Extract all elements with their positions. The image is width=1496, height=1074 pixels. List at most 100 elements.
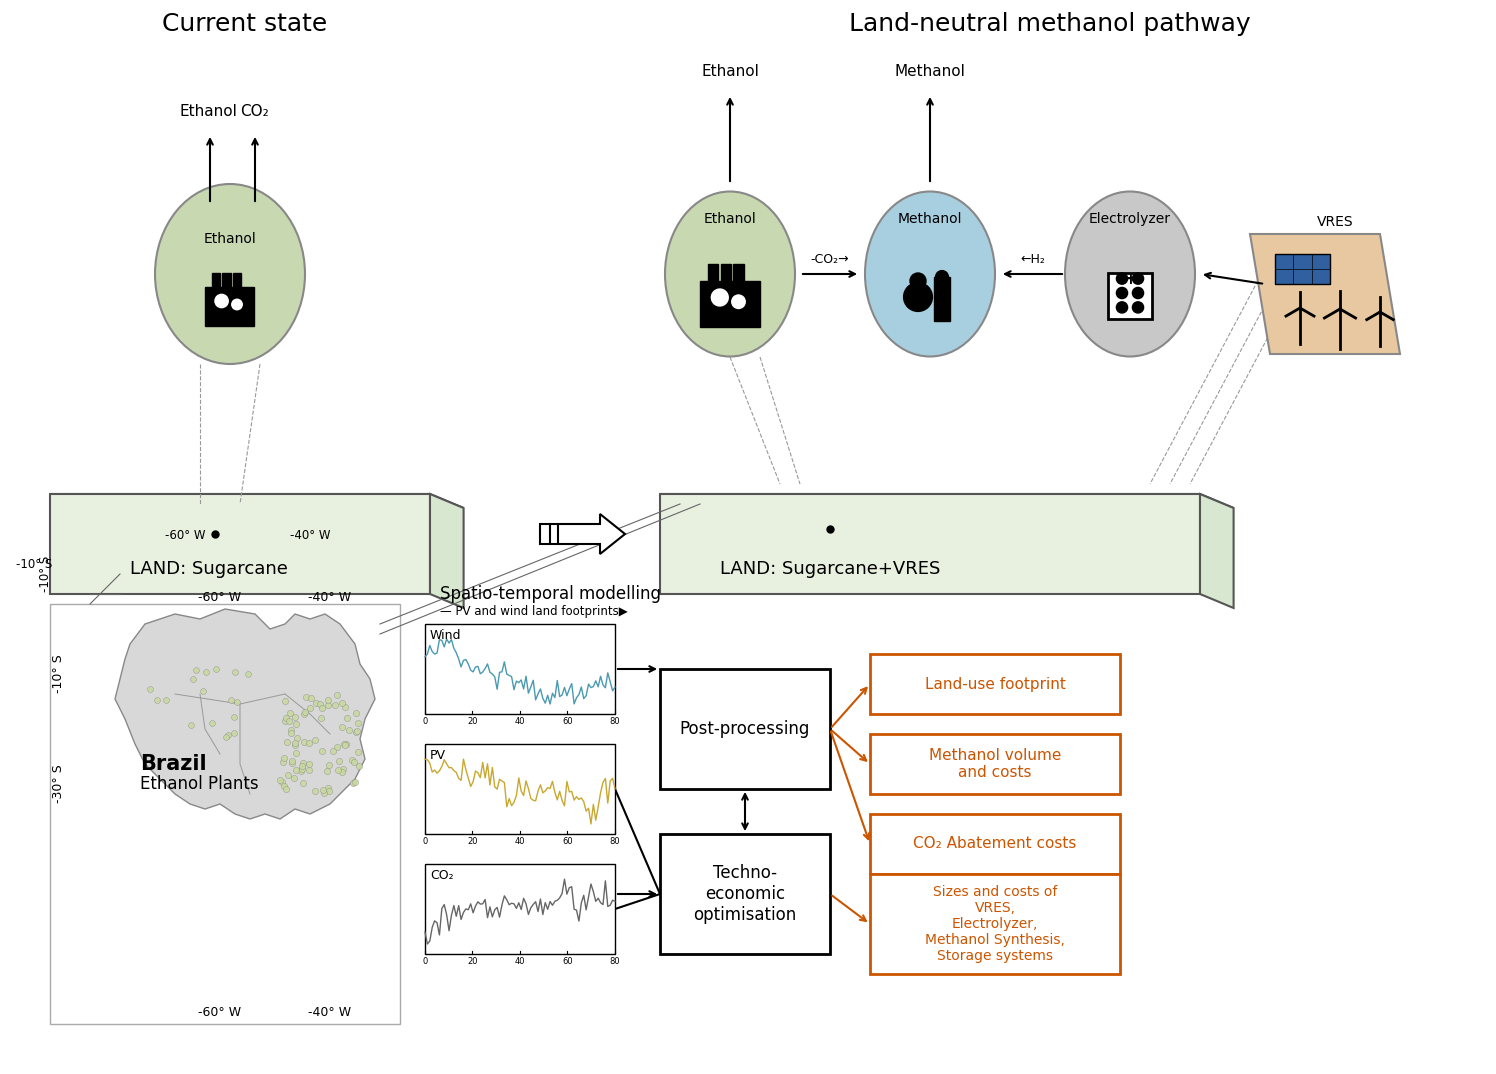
Polygon shape bbox=[1200, 494, 1234, 608]
Point bbox=[299, 690, 323, 707]
Point bbox=[305, 695, 329, 712]
Point bbox=[332, 735, 356, 752]
Point bbox=[272, 749, 296, 766]
Text: ←H₂: ←H₂ bbox=[1020, 253, 1046, 266]
Point bbox=[280, 725, 304, 742]
Text: Land-use footprint: Land-use footprint bbox=[925, 677, 1065, 692]
Point bbox=[340, 752, 364, 769]
Point bbox=[154, 692, 178, 709]
Point bbox=[283, 735, 307, 752]
Polygon shape bbox=[212, 273, 220, 287]
Text: 20: 20 bbox=[467, 957, 477, 966]
Circle shape bbox=[1116, 288, 1128, 299]
Polygon shape bbox=[1107, 273, 1152, 319]
Polygon shape bbox=[1275, 253, 1330, 284]
Point bbox=[296, 761, 320, 779]
Text: -60° W: -60° W bbox=[199, 1006, 241, 1019]
Text: PV: PV bbox=[429, 749, 446, 761]
Text: Sizes and costs of
VRES,
Electrolyzer,
Methanol Synthesis,
Storage systems: Sizes and costs of VRES, Electrolyzer, M… bbox=[925, 885, 1065, 963]
Circle shape bbox=[709, 288, 730, 307]
Point bbox=[331, 760, 355, 778]
Point bbox=[194, 664, 218, 681]
Point bbox=[286, 729, 310, 746]
FancyBboxPatch shape bbox=[49, 604, 399, 1024]
Point bbox=[283, 709, 307, 726]
Point bbox=[316, 697, 340, 714]
Point bbox=[274, 709, 298, 726]
Text: 40: 40 bbox=[515, 837, 525, 846]
Polygon shape bbox=[205, 287, 254, 325]
Text: CO₂ Abatement costs: CO₂ Abatement costs bbox=[914, 837, 1077, 852]
Point bbox=[220, 691, 244, 708]
Point bbox=[275, 767, 299, 784]
Point bbox=[317, 782, 341, 799]
Point bbox=[316, 779, 340, 796]
Point bbox=[341, 774, 365, 792]
Point bbox=[278, 705, 302, 722]
Point bbox=[184, 662, 208, 679]
Text: Ethanol: Ethanol bbox=[703, 212, 757, 226]
Point bbox=[326, 752, 350, 769]
Text: 40: 40 bbox=[515, 957, 525, 966]
Point bbox=[316, 691, 340, 708]
Point bbox=[283, 736, 307, 753]
Circle shape bbox=[214, 292, 230, 309]
Point bbox=[316, 763, 340, 780]
Point bbox=[274, 780, 298, 797]
Text: -30° S: -30° S bbox=[52, 765, 64, 803]
Point bbox=[284, 744, 308, 761]
Text: CO₂: CO₂ bbox=[429, 869, 453, 882]
FancyBboxPatch shape bbox=[871, 734, 1121, 794]
Polygon shape bbox=[660, 494, 1234, 508]
Point bbox=[329, 719, 353, 736]
Point bbox=[281, 753, 305, 770]
Text: LAND: Sugarcane+VRES: LAND: Sugarcane+VRES bbox=[720, 560, 941, 578]
Point bbox=[346, 743, 370, 760]
Point bbox=[329, 695, 353, 712]
Point bbox=[226, 693, 250, 710]
Text: 60: 60 bbox=[562, 717, 573, 726]
FancyBboxPatch shape bbox=[660, 834, 830, 954]
Point bbox=[293, 703, 317, 721]
Point bbox=[277, 712, 301, 729]
Polygon shape bbox=[708, 263, 718, 280]
Circle shape bbox=[1132, 273, 1143, 285]
Point bbox=[292, 774, 316, 792]
Polygon shape bbox=[49, 494, 464, 508]
Polygon shape bbox=[223, 273, 230, 287]
Point bbox=[275, 734, 299, 751]
Circle shape bbox=[935, 271, 948, 284]
Point bbox=[325, 687, 349, 705]
Point bbox=[138, 680, 162, 697]
Text: -10° S: -10° S bbox=[52, 655, 64, 694]
Text: Methanol: Methanol bbox=[898, 212, 962, 226]
Circle shape bbox=[230, 297, 244, 311]
Polygon shape bbox=[733, 263, 744, 280]
Text: 60: 60 bbox=[562, 957, 573, 966]
Text: Post-processing: Post-processing bbox=[679, 720, 811, 738]
Point bbox=[311, 785, 335, 802]
Point bbox=[280, 722, 304, 739]
Ellipse shape bbox=[1065, 191, 1195, 357]
Text: 0: 0 bbox=[422, 717, 428, 726]
Polygon shape bbox=[49, 494, 429, 594]
Polygon shape bbox=[429, 494, 464, 608]
Text: Methanol: Methanol bbox=[895, 64, 965, 79]
Point bbox=[295, 688, 319, 706]
Point bbox=[310, 710, 334, 727]
Point bbox=[292, 734, 316, 751]
Ellipse shape bbox=[156, 184, 305, 364]
Text: Methanol volume
and costs: Methanol volume and costs bbox=[929, 748, 1061, 780]
Circle shape bbox=[1116, 273, 1128, 285]
Point bbox=[325, 738, 349, 755]
Text: -40° W: -40° W bbox=[308, 1006, 352, 1019]
Ellipse shape bbox=[865, 191, 995, 357]
Point bbox=[322, 743, 346, 760]
Point bbox=[236, 665, 260, 682]
Text: -CO₂→: -CO₂→ bbox=[811, 253, 850, 266]
Text: Ethanol: Ethanol bbox=[180, 104, 236, 119]
Circle shape bbox=[1116, 302, 1128, 313]
Polygon shape bbox=[1251, 234, 1400, 354]
Point bbox=[180, 716, 203, 734]
Point bbox=[308, 696, 332, 713]
